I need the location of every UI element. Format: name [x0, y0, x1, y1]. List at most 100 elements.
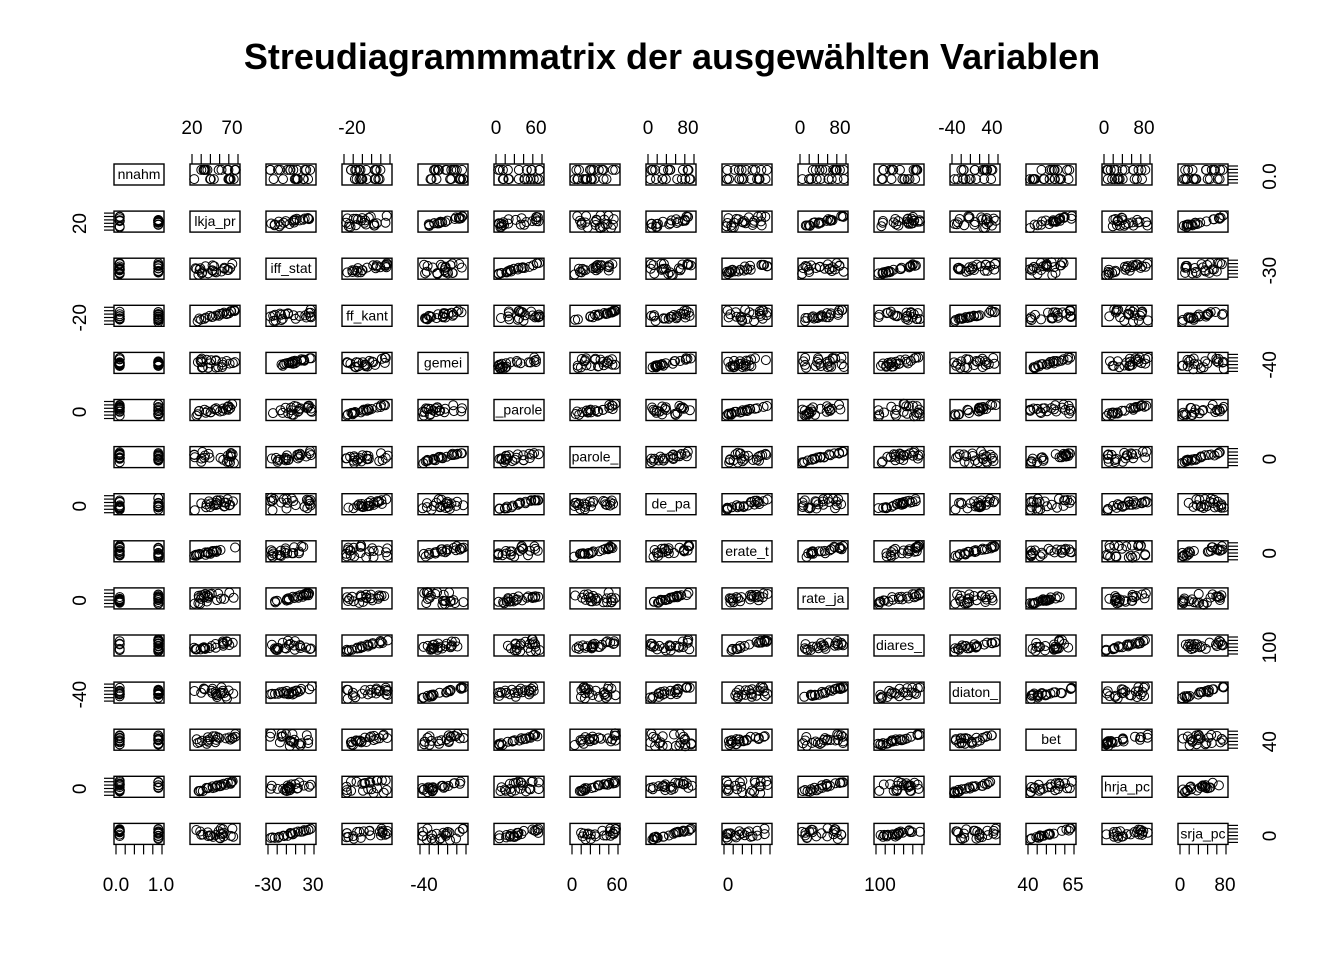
point-4-1-14 [195, 356, 206, 367]
point-1-10-18 [893, 216, 904, 227]
point-3-10-21 [901, 313, 912, 324]
point-1-13-11 [1127, 217, 1138, 228]
point-3-5-19 [520, 310, 531, 321]
point-5-12-21 [1032, 403, 1043, 414]
point-4-13-12 [1130, 353, 1141, 364]
point-2-12-13 [1058, 258, 1069, 269]
point-2-3-14 [352, 267, 363, 278]
point-10-7-9 [684, 644, 695, 655]
point-6-14-19 [1183, 455, 1193, 466]
point-9-12-9 [1050, 593, 1061, 604]
point-3-7-6 [658, 313, 669, 324]
panel-frame-10-4 [417, 634, 469, 657]
point-13-7-12 [653, 781, 664, 792]
point-14-1-11 [202, 827, 213, 838]
point-2-13-5 [1142, 258, 1153, 269]
point-12-13-20 [1118, 736, 1129, 747]
panel-frame-10-2 [265, 634, 317, 657]
point-1-3-19 [356, 215, 367, 226]
point-10-6-19 [571, 643, 582, 654]
point-0-1-20 [199, 164, 210, 175]
point-9-14-16 [1207, 589, 1218, 600]
point-11-5-9 [496, 687, 507, 698]
panel-frame-1-4 [417, 210, 469, 233]
point-14-9-18 [829, 824, 840, 835]
panel-frame-13-14 [1177, 775, 1229, 798]
point-3-8-19 [736, 314, 747, 325]
point-8-7-20 [679, 546, 690, 557]
point-7-9-9 [804, 503, 815, 514]
point-11-13-20 [1118, 687, 1129, 698]
point-9-5-20 [508, 592, 519, 603]
point-11-7-17 [671, 689, 682, 699]
point-11-10-14 [907, 682, 918, 693]
point-7-2-20 [267, 495, 278, 506]
point-5-11-18 [981, 404, 992, 414]
point-11-14-15 [1201, 685, 1212, 696]
point-4-9-9 [810, 361, 821, 372]
point-2-3-19 [380, 260, 391, 271]
point-2-10-19 [909, 260, 920, 271]
point-10-2-19 [277, 637, 288, 648]
point-0-4-15 [457, 164, 467, 175]
point-2-5-11 [493, 269, 504, 280]
point-0-10-19 [886, 174, 897, 185]
point-9-6-10 [583, 589, 593, 600]
point-8-4-15 [437, 546, 448, 557]
point-4-9-15 [822, 362, 833, 373]
point-0-9-16 [810, 164, 821, 175]
point-0-13-20 [1119, 164, 1130, 175]
panel-frame-9-1 [189, 587, 241, 610]
point-13-6-21 [604, 777, 615, 788]
point-10-11-13 [964, 643, 975, 654]
point-1-3-11 [365, 211, 376, 222]
point-6-7-17 [676, 449, 687, 459]
point-2-6-20 [588, 263, 599, 274]
point-13-9-17 [835, 777, 846, 788]
panel-frame-6-4 [417, 445, 469, 469]
point-9-11-11 [961, 598, 972, 609]
panel-frame-1-1 [189, 210, 241, 233]
point-12-3-10 [382, 733, 393, 743]
point-14-6-6 [605, 830, 616, 841]
point-3-11-20 [989, 307, 1000, 318]
panel-frame-10-6 [569, 634, 621, 657]
point-2-11-1 [965, 264, 976, 275]
point-14-12-20 [1035, 830, 1046, 841]
point-9-3-16 [361, 589, 372, 600]
point-13-4-21 [428, 784, 439, 795]
point-4-3-15 [351, 362, 361, 373]
point-1-0-19 [153, 219, 164, 230]
point-13-1-4 [210, 782, 221, 793]
point-0-9-7 [834, 164, 845, 175]
point-14-9-16 [822, 823, 833, 834]
point-3-8-17 [722, 305, 733, 316]
point-4-9-13 [812, 357, 823, 367]
point-13-8-18 [721, 776, 732, 787]
panel-frame-2-11 [949, 257, 1001, 280]
point-13-11-4 [985, 776, 996, 787]
point-3-11-18 [953, 313, 964, 324]
point-4-0-19 [153, 356, 164, 367]
point-0-7-11 [665, 164, 676, 175]
point-0-1-19 [228, 174, 239, 185]
point-0-2-19 [265, 164, 276, 175]
point-4-14-9 [1218, 356, 1229, 367]
point-7-4-10 [458, 500, 469, 511]
panel-frame-10-3 [341, 634, 393, 657]
point-14-4-19 [440, 829, 451, 840]
point-14-3-18 [342, 828, 352, 839]
point-0-3-20 [373, 174, 384, 185]
point-1-4-19 [424, 220, 435, 231]
point-13-5-10 [533, 777, 544, 788]
point-5-2-20 [295, 403, 306, 414]
left-tick-label-1: 20 [70, 213, 91, 234]
point-5-10-19 [901, 401, 912, 412]
point-14-1-20 [195, 826, 206, 837]
point-0-1-16 [213, 164, 224, 175]
point-11-4-13 [455, 683, 466, 693]
point-10-6-18 [582, 641, 593, 652]
point-6-14-11 [1199, 450, 1210, 461]
point-5-13-21 [1135, 400, 1146, 411]
point-1-10-9 [891, 219, 902, 230]
